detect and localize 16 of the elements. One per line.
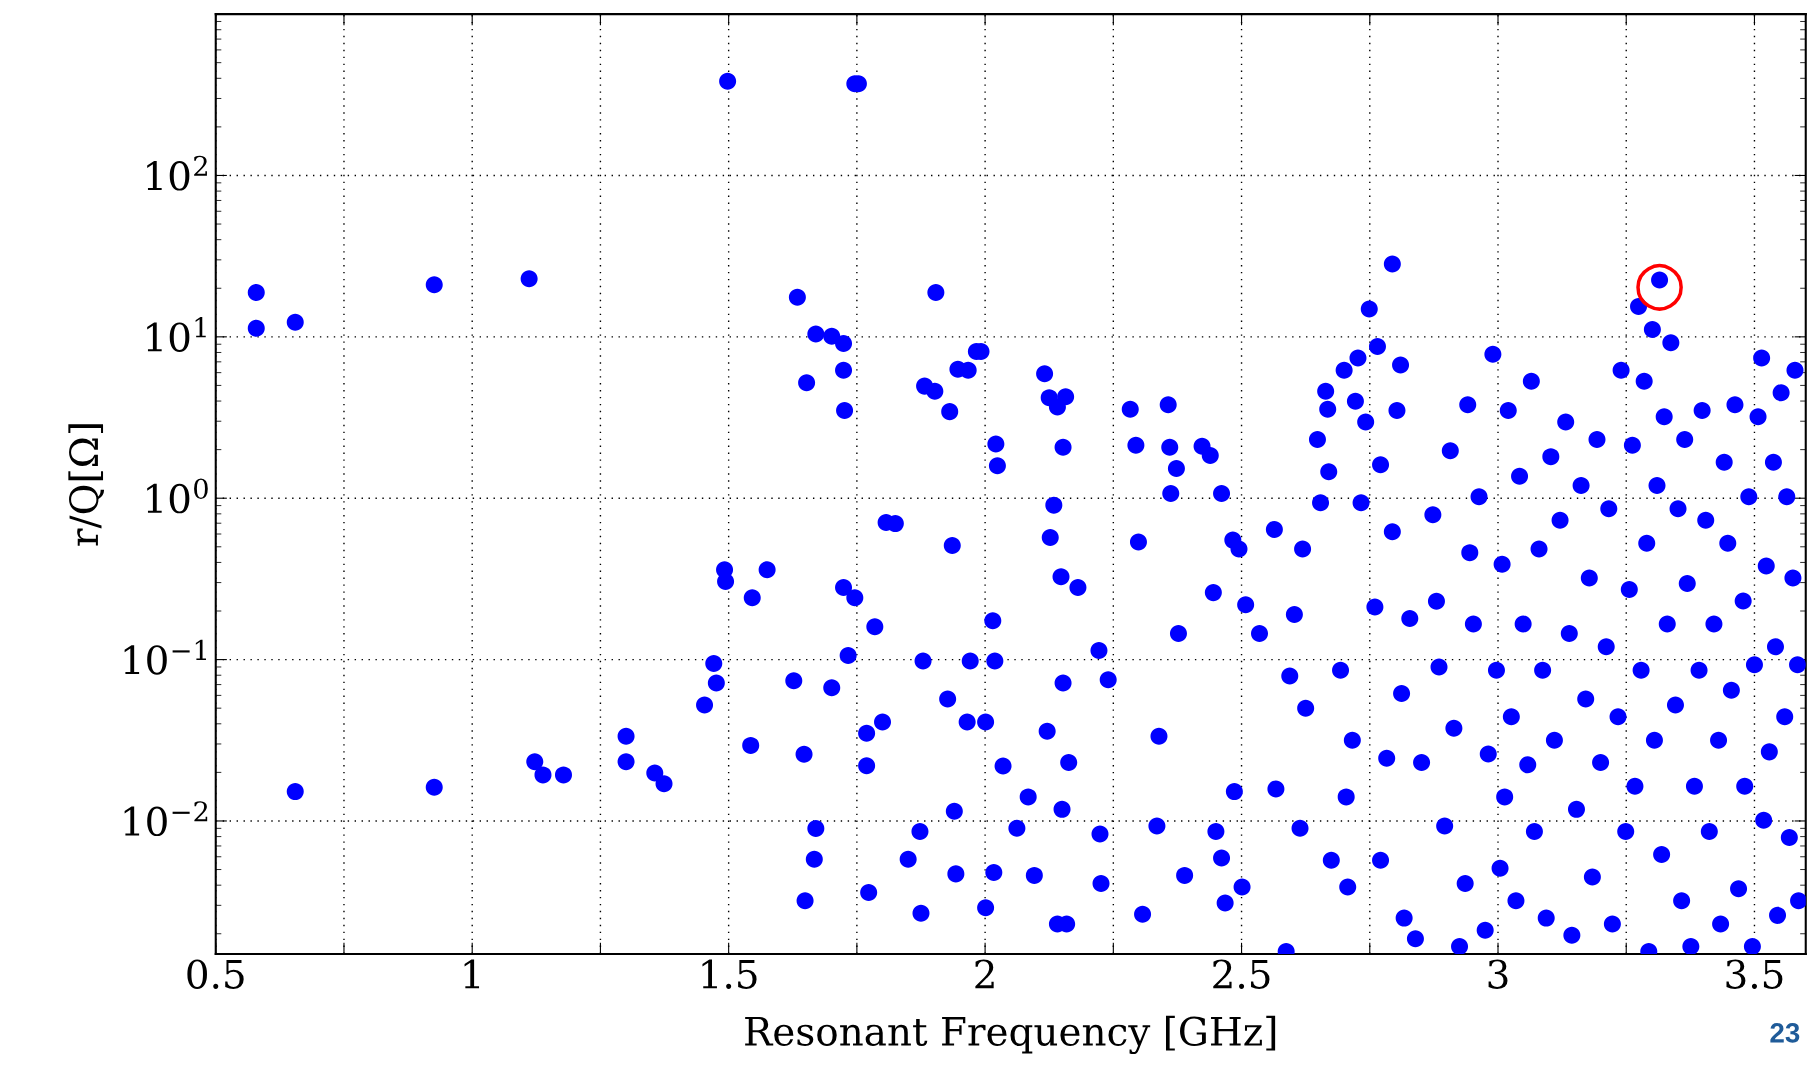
y-tick-label: 10$^{−1}$: [124, 639, 206, 675]
x-tick-label: 1.5: [702, 959, 757, 989]
annotation: ○: [1636, 263, 1683, 311]
y-tick-label: 10$^{−2}$: [124, 801, 208, 837]
y-tick-label: 10$^{0}$: [147, 478, 208, 514]
x-tick-label: 2.5: [1213, 959, 1270, 989]
x-axis-title: Resonant Frequency [GHz]: [745, 1015, 1276, 1055]
x-tick-label: 1: [464, 959, 480, 989]
y-tick-label: 10$^{1}$: [147, 317, 206, 352]
x-tick-label: 2: [975, 959, 994, 989]
y-axis-title: r/Q[Ω]: [68, 424, 105, 546]
x-tick-label: 3: [1488, 959, 1508, 989]
x-tick-label: 3.5: [1726, 959, 1783, 989]
text: 23: [1770, 1023, 1800, 1043]
x-tick-label: 0.5: [187, 959, 244, 989]
y-tick-label: 10$^{2}$: [147, 155, 207, 191]
